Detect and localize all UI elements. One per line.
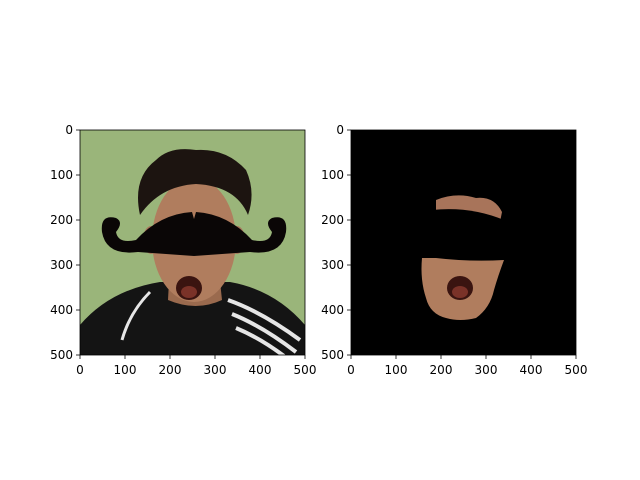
x-tick-label: 500 [565, 363, 588, 377]
y-tick-label: 200 [50, 213, 73, 227]
x-tick-label: 100 [114, 363, 137, 377]
x-tick-label: 0 [76, 363, 84, 377]
y-tick-label: 400 [321, 303, 344, 317]
x-tick-label: 400 [249, 363, 272, 377]
image-original [80, 130, 305, 355]
image-masked [351, 130, 576, 355]
y-tick-label: 500 [50, 348, 73, 362]
x-tick-label: 0 [347, 363, 355, 377]
y-tick-label: 300 [321, 258, 344, 272]
y-tick-label: 300 [50, 258, 73, 272]
x-tick-label: 300 [475, 363, 498, 377]
x-tick-label: 200 [430, 363, 453, 377]
x-tick-label: 500 [294, 363, 317, 377]
x-tick-label: 100 [385, 363, 408, 377]
y-tick-label: 400 [50, 303, 73, 317]
x-tick-label: 200 [159, 363, 182, 377]
y-tick-label: 0 [336, 123, 344, 137]
x-tick-label: 400 [520, 363, 543, 377]
axes-frame-2 [350, 129, 577, 356]
y-tick-label: 100 [50, 168, 73, 182]
x-tick-label: 300 [204, 363, 227, 377]
y-tick-label: 500 [321, 348, 344, 362]
y-tick-label: 100 [321, 168, 344, 182]
y-tick-label: 0 [65, 123, 73, 137]
y-tick-label: 200 [321, 213, 344, 227]
axes-frame-1 [79, 129, 306, 356]
